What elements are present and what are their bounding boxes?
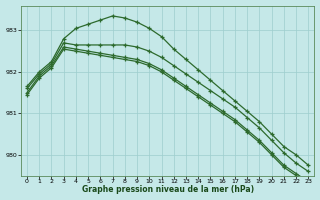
X-axis label: Graphe pression niveau de la mer (hPa): Graphe pression niveau de la mer (hPa) [82, 185, 254, 194]
